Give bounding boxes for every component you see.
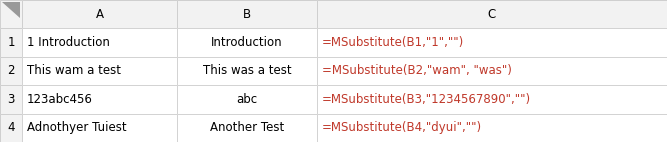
Bar xyxy=(177,0,317,28)
Bar xyxy=(177,57,317,85)
Bar xyxy=(177,0,317,28)
Bar xyxy=(22,85,177,114)
Text: 2: 2 xyxy=(7,64,15,78)
Bar xyxy=(0,114,22,142)
Text: Adnothyer Tuiest: Adnothyer Tuiest xyxy=(27,121,127,134)
Bar xyxy=(0,57,22,85)
Bar xyxy=(317,0,667,28)
Bar xyxy=(317,57,667,85)
Bar xyxy=(22,57,177,85)
Bar xyxy=(22,28,177,57)
Text: A: A xyxy=(95,8,103,21)
Bar xyxy=(0,28,22,57)
Bar xyxy=(317,0,667,28)
Text: B: B xyxy=(243,8,251,21)
Bar xyxy=(22,114,177,142)
Bar xyxy=(317,85,667,114)
Text: Introduction: Introduction xyxy=(211,36,283,49)
Text: C: C xyxy=(488,8,496,21)
Bar xyxy=(0,0,22,28)
Text: 1 Introduction: 1 Introduction xyxy=(27,36,110,49)
Text: =MSubstitute(B1,"1",""): =MSubstitute(B1,"1","") xyxy=(322,36,464,49)
Text: 123abc456: 123abc456 xyxy=(27,93,93,106)
Bar xyxy=(22,0,177,28)
Text: =MSubstitute(B4,"dyui",""): =MSubstitute(B4,"dyui","") xyxy=(322,121,482,134)
Bar xyxy=(22,28,177,57)
Text: Another Test: Another Test xyxy=(210,121,284,134)
Bar xyxy=(22,114,177,142)
Bar xyxy=(22,0,177,28)
Text: 4: 4 xyxy=(7,121,15,134)
Bar xyxy=(0,114,22,142)
Text: =MSubstitute(B3,"1234567890",""): =MSubstitute(B3,"1234567890","") xyxy=(322,93,531,106)
Bar xyxy=(177,114,317,142)
Bar xyxy=(0,57,22,85)
Bar xyxy=(0,28,22,57)
Bar xyxy=(317,28,667,57)
Bar xyxy=(22,57,177,85)
Text: abc: abc xyxy=(236,93,257,106)
Text: This was a test: This was a test xyxy=(203,64,291,78)
Bar xyxy=(0,85,22,114)
Bar xyxy=(177,85,317,114)
Bar xyxy=(177,57,317,85)
Polygon shape xyxy=(2,2,20,18)
Bar xyxy=(177,28,317,57)
Bar xyxy=(22,85,177,114)
Text: 1: 1 xyxy=(7,36,15,49)
Bar xyxy=(317,57,667,85)
Text: This wam a test: This wam a test xyxy=(27,64,121,78)
Bar xyxy=(177,28,317,57)
Bar xyxy=(0,85,22,114)
Bar xyxy=(317,85,667,114)
Bar xyxy=(317,114,667,142)
Text: =MSubstitute(B2,"wam", "was"): =MSubstitute(B2,"wam", "was") xyxy=(322,64,512,78)
Bar xyxy=(177,114,317,142)
Bar xyxy=(177,85,317,114)
Text: 3: 3 xyxy=(7,93,15,106)
Bar xyxy=(317,114,667,142)
Bar xyxy=(317,28,667,57)
